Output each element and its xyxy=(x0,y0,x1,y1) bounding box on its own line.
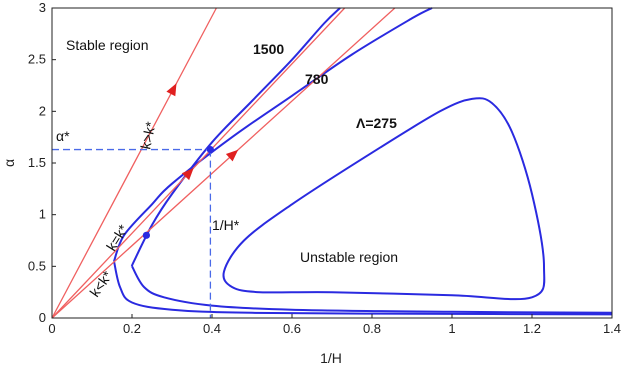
boundary-curves xyxy=(113,7,613,316)
h-star-label: 1/H* xyxy=(212,217,240,233)
axis-ticks: 0 0.2 0.4 0.6 0.8 1 1.2 1.4 0 0.5 1 1.5 2 2.5 3 xyxy=(28,0,621,336)
unstable-region-label: Unstable region xyxy=(300,249,398,265)
y-tick-label: 0 xyxy=(39,310,46,325)
tangent-point xyxy=(206,145,214,154)
k-rays xyxy=(51,7,396,319)
x-tick-label: 1.2 xyxy=(523,321,541,336)
y-tick-label: 3 xyxy=(39,0,46,15)
ray-line xyxy=(51,7,396,319)
boundary-curve xyxy=(222,97,546,301)
x-tick-label: 0.4 xyxy=(203,321,221,336)
boundary-curve xyxy=(130,7,341,268)
ray-label-less: k<k* xyxy=(86,267,115,299)
x-tick-label: 0.8 xyxy=(363,321,381,336)
ray-label-equal: k=k* xyxy=(103,221,131,253)
tangent-point xyxy=(142,231,150,239)
x-tick-label: 1.4 xyxy=(603,321,621,336)
x-tick-label: 1 xyxy=(448,321,455,336)
curve-label-275: Λ=275 xyxy=(356,115,397,131)
y-tick-label: 2.5 xyxy=(28,52,46,67)
x-axis-label: 1/H xyxy=(320,350,342,366)
x-tick-label: 0 xyxy=(48,321,55,336)
ray-arrowhead xyxy=(166,83,177,97)
boundary-curve xyxy=(131,265,613,314)
y-tick-label: 2 xyxy=(39,103,46,118)
boundary-curve xyxy=(113,260,613,316)
x-tick-label: 0.6 xyxy=(283,321,301,336)
y-tick-label: 1 xyxy=(39,207,46,222)
ray-arrowhead xyxy=(181,167,194,181)
ray-arrowhead xyxy=(225,149,239,162)
reference-lines xyxy=(52,148,212,318)
marker-points xyxy=(142,145,214,239)
y-tick-label: 1.5 xyxy=(28,155,46,170)
ray-line xyxy=(51,7,217,319)
alpha-star-label: α* xyxy=(56,128,70,144)
y-axis-label: α xyxy=(1,159,17,167)
x-tick-label: 0.2 xyxy=(123,321,141,336)
curve-label-1500: 1500 xyxy=(253,41,284,57)
plot-frame xyxy=(51,7,613,319)
y-tick-label: 0.5 xyxy=(28,258,46,273)
curve-label-780: 780 xyxy=(305,71,329,87)
stable-region-label: Stable region xyxy=(66,37,149,53)
ray-label-greater: k>k* xyxy=(137,120,159,151)
ray-line xyxy=(51,7,346,319)
boundary-curve xyxy=(113,7,433,262)
